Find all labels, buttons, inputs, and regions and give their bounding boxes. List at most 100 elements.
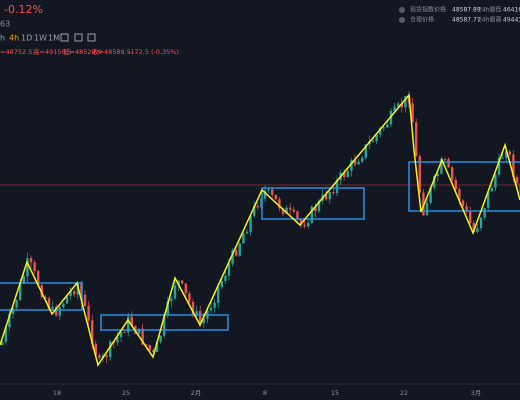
stat-value: 48587.89 xyxy=(452,7,481,14)
candle-body xyxy=(55,306,58,316)
candle-body xyxy=(191,301,195,316)
x-tick-label: 8 xyxy=(263,389,267,397)
candle-body xyxy=(47,298,51,310)
candle-body xyxy=(447,159,450,168)
candle-body xyxy=(469,211,472,224)
candle-body xyxy=(346,170,349,178)
interval-button[interactable]: 1W xyxy=(34,34,47,43)
candle-body xyxy=(508,151,511,155)
candle-body xyxy=(386,124,389,128)
candle-body xyxy=(181,280,184,284)
candle-body xyxy=(314,206,317,212)
candle-body xyxy=(436,173,439,177)
candle-body xyxy=(271,189,274,195)
candle-body xyxy=(393,106,396,111)
candle-body xyxy=(458,189,461,201)
candle-body xyxy=(231,250,234,264)
ohlc-value: 低=48528.0 xyxy=(63,47,102,56)
candle-body xyxy=(404,96,407,108)
candle-body xyxy=(8,313,11,328)
candle-body xyxy=(296,211,299,220)
stat-value: 48587.77 xyxy=(452,17,481,24)
tool-icon[interactable] xyxy=(60,33,69,42)
candle-body xyxy=(170,298,173,302)
candle-body xyxy=(130,316,133,327)
candle-body xyxy=(278,199,281,209)
candle-body xyxy=(37,270,40,286)
candle-body xyxy=(371,140,375,142)
candle-body xyxy=(19,282,22,300)
candle-body xyxy=(263,190,267,199)
candle-body xyxy=(253,205,256,216)
candle-body xyxy=(465,206,468,212)
candle-body xyxy=(245,231,249,234)
candle-body xyxy=(159,335,162,342)
x-tick-label: 3月 xyxy=(471,389,482,397)
candle-body xyxy=(94,344,97,356)
info-icon xyxy=(399,7,405,13)
candle-body xyxy=(303,224,306,227)
tool-icon[interactable] xyxy=(74,33,83,42)
candle-body xyxy=(328,192,331,200)
candle-body xyxy=(332,192,335,194)
interval-button[interactable]: 1M xyxy=(48,34,60,43)
candle-body xyxy=(422,192,425,216)
candle-body xyxy=(350,160,353,171)
candle-body xyxy=(429,187,432,203)
candle-body xyxy=(33,262,36,271)
stat-label: 合理价格 xyxy=(410,16,434,24)
candle-body xyxy=(472,223,475,233)
candle-body xyxy=(105,355,108,358)
candle-body xyxy=(4,327,7,342)
x-tick-label: 18 xyxy=(53,389,61,397)
candle-body xyxy=(199,311,202,324)
candle-body xyxy=(227,263,231,276)
candle-body xyxy=(188,293,191,302)
candle-body xyxy=(116,337,119,343)
x-tick-label: 2月 xyxy=(191,389,202,397)
candle-body xyxy=(451,167,454,180)
candle-body xyxy=(235,250,238,256)
candle-body xyxy=(73,291,76,295)
candle-body xyxy=(217,287,220,303)
candle-body xyxy=(29,258,33,263)
candle-body xyxy=(173,285,177,299)
candle-body xyxy=(127,316,130,333)
candle-body xyxy=(307,222,310,227)
subtitle: 63 xyxy=(0,20,10,29)
candle-body xyxy=(148,345,151,351)
interval-button[interactable]: h xyxy=(0,34,5,43)
candle-body xyxy=(379,128,382,135)
candle-body xyxy=(137,328,141,334)
range-box xyxy=(0,282,83,311)
candle-body xyxy=(267,189,270,191)
x-axis-labels: 18 25 2月 8 15 22 3月 xyxy=(53,389,481,397)
ohlc-value: 收=48589.5 xyxy=(92,47,131,56)
stat-value: 46416. xyxy=(503,7,520,14)
candle-body xyxy=(512,154,515,178)
ohlc-value: =48752.5 xyxy=(0,48,32,56)
candle-body xyxy=(382,127,385,129)
candle-body xyxy=(163,315,166,336)
interval-button[interactable]: 1D xyxy=(21,34,32,43)
candle-body xyxy=(62,303,65,308)
tool-icon[interactable] xyxy=(87,33,96,42)
stat-label: 现货指数价格 xyxy=(410,6,446,14)
candle-body xyxy=(490,187,493,192)
candle-body xyxy=(87,305,90,321)
candle-body xyxy=(433,176,436,188)
candle-body xyxy=(213,302,216,308)
candle-body xyxy=(26,258,29,277)
candle-body xyxy=(476,228,479,233)
candle-body xyxy=(58,307,61,316)
toolbar: h 4h 1D 1W 1M xyxy=(0,33,96,43)
candle-body xyxy=(184,283,187,294)
candle-body xyxy=(15,299,18,308)
x-tick-label: 22 xyxy=(400,389,408,397)
candle-body xyxy=(454,179,457,190)
candle-body xyxy=(325,194,328,200)
interval-button[interactable]: 4h xyxy=(9,34,19,43)
candle-body xyxy=(83,294,87,306)
candle-body xyxy=(166,301,169,316)
candle-body xyxy=(65,296,69,304)
